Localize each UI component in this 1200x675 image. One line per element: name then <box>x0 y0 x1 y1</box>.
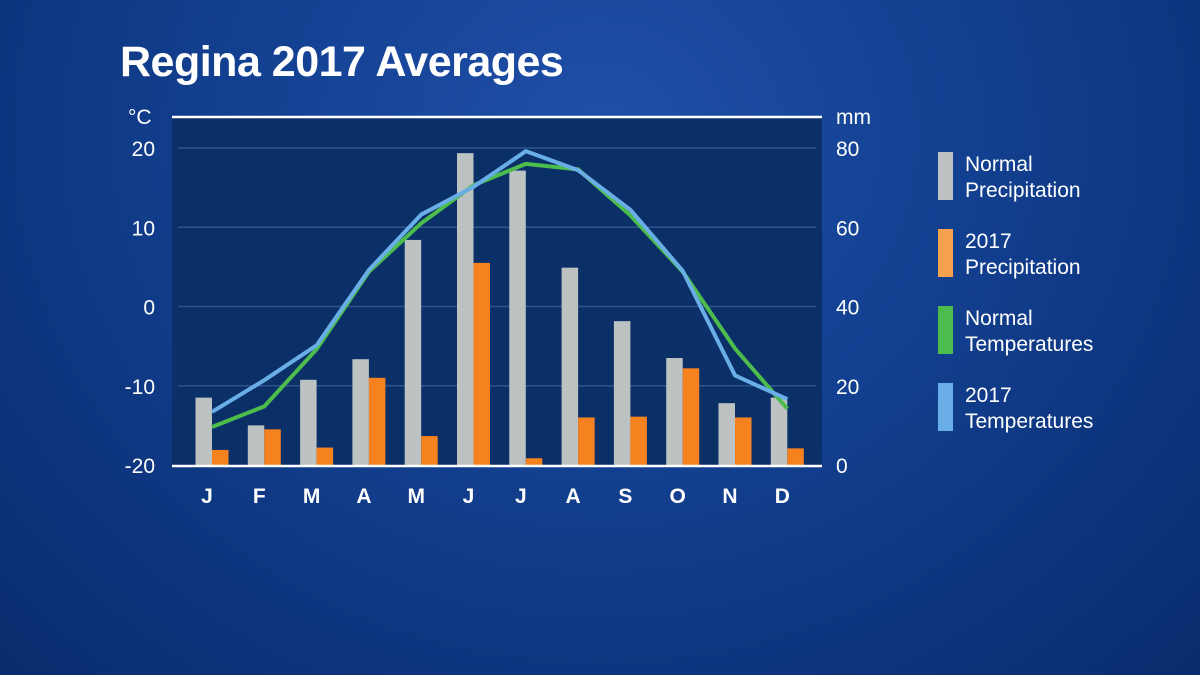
x-tick-label: F <box>253 485 266 508</box>
y-right-tick-label: 0 <box>836 455 848 478</box>
x-tick-label: J <box>515 485 527 508</box>
legend-label: Normal <box>965 153 1033 176</box>
bar-2017-precipitation <box>525 458 543 465</box>
x-tick-label: M <box>303 485 321 508</box>
y-left-tick-label: 10 <box>132 217 155 240</box>
bar-2017-precipitation <box>368 377 386 465</box>
chart-title: Regina 2017 Averages <box>120 38 564 86</box>
bar-normal-precipitation <box>561 267 579 465</box>
legend-label: 2017 <box>965 230 1012 253</box>
y-right-axis-label: mm <box>836 106 871 129</box>
legend-label: Normal <box>965 307 1033 330</box>
bar-normal-precipitation <box>457 153 474 465</box>
bar-2017-precipitation <box>630 416 647 465</box>
bar-2017-precipitation <box>735 417 752 465</box>
bar-normal-precipitation <box>770 397 788 465</box>
bar-2017-precipitation <box>787 448 804 465</box>
x-tick-label: J <box>201 485 213 508</box>
bar-normal-precipitation <box>300 379 317 465</box>
x-tick-label: S <box>618 485 632 508</box>
bar-normal-precipitation <box>247 425 265 465</box>
bar-normal-precipitation <box>509 170 526 465</box>
x-tick-label: N <box>722 485 737 508</box>
bar-2017-precipitation <box>421 436 438 465</box>
x-tick-label: J <box>463 485 475 508</box>
x-tick-label: D <box>775 485 790 508</box>
bar-2017-precipitation <box>578 417 595 465</box>
bar-normal-precipitation <box>352 359 369 465</box>
legend-label: Temperatures <box>965 333 1094 356</box>
legend-label: 2017 <box>965 384 1012 407</box>
legend-label: Precipitation <box>965 256 1081 279</box>
y-right-tick-label: 80 <box>836 138 859 161</box>
bar-2017-precipitation <box>316 447 334 465</box>
y-left-tick-label: -20 <box>125 455 155 478</box>
line-2017-temperatures <box>210 149 789 414</box>
legend-swatch <box>938 152 953 200</box>
y-right-tick-label: 40 <box>836 297 859 320</box>
y-left-tick-label: 20 <box>132 138 155 161</box>
bar-2017-precipitation <box>264 429 281 465</box>
y-left-tick-label: 0 <box>143 297 155 320</box>
bar-2017-precipitation <box>212 449 229 465</box>
x-tick-label: M <box>407 485 425 508</box>
y-right-tick-label: 60 <box>836 217 859 240</box>
legend-swatch <box>938 306 953 354</box>
bar-normal-precipitation <box>195 397 212 465</box>
legend-swatch <box>938 383 953 431</box>
bar-normal-precipitation <box>666 358 683 465</box>
bar-2017-precipitation <box>473 262 490 465</box>
legend-label: Precipitation <box>965 179 1081 202</box>
bar-2017-precipitation <box>682 368 700 465</box>
y-left-tick-label: -10 <box>125 376 155 399</box>
bar-normal-precipitation <box>404 239 422 465</box>
bar-normal-precipitation <box>613 321 631 465</box>
x-tick-label: O <box>670 485 686 508</box>
y-right-tick-label: 20 <box>836 376 859 399</box>
x-tick-label: A <box>356 485 371 508</box>
legend-swatch <box>938 229 953 277</box>
y-left-axis-label: °C <box>128 106 152 129</box>
legend-label: Temperatures <box>965 410 1094 433</box>
x-tick-label: A <box>566 485 581 508</box>
bar-normal-precipitation <box>718 403 735 465</box>
